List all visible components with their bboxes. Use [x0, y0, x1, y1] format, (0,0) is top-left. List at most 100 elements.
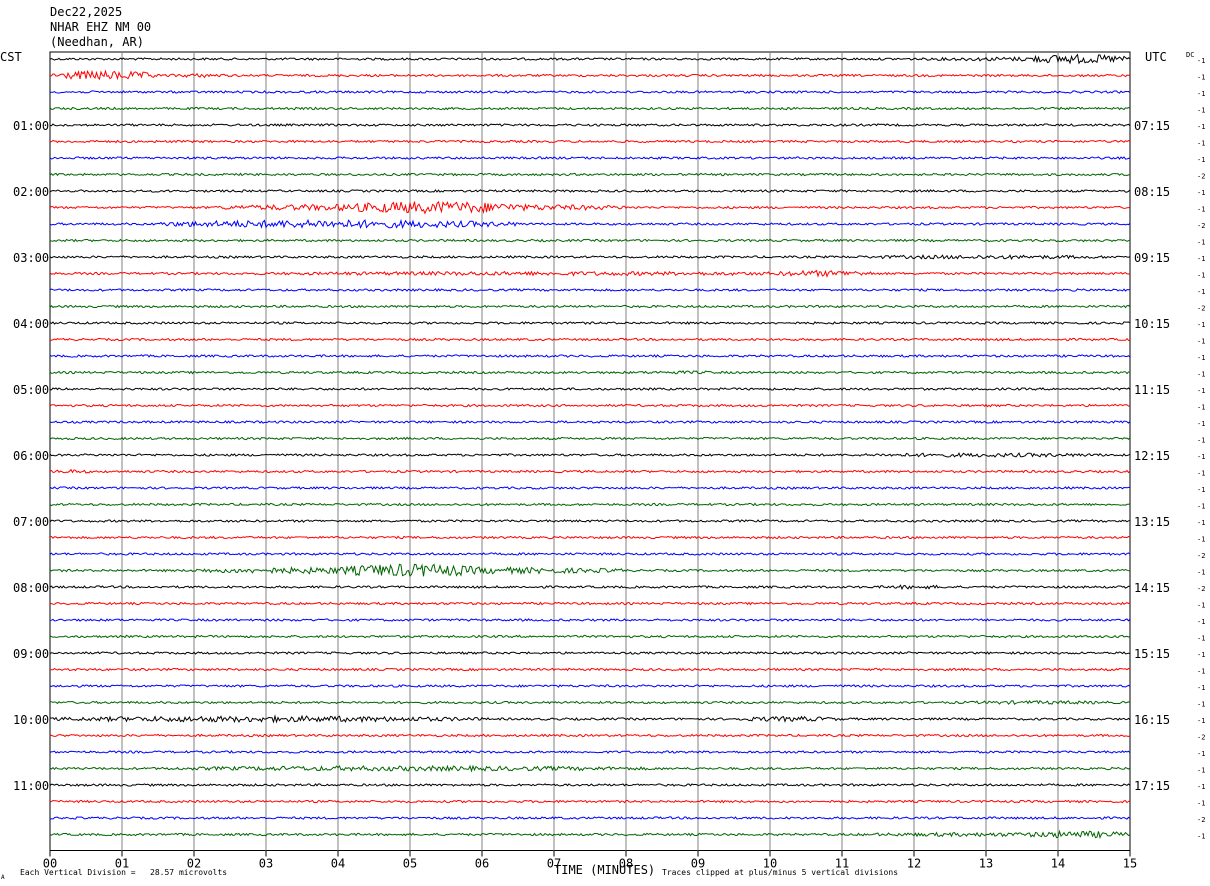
dc-offset-label: -1 [1197, 635, 1205, 643]
trace-row-35 [49, 634, 1131, 639]
trace-row-45 [49, 799, 1131, 804]
dc-offset-label: -1 [1197, 74, 1205, 82]
left-hour-label: 07:00 [13, 515, 49, 529]
dc-offset-label: -1 [1197, 123, 1205, 131]
trace-row-31 [49, 563, 1131, 578]
left-hour-label: 04:00 [13, 317, 49, 331]
x-tick-label: 06 [475, 857, 489, 871]
trace-row-13 [49, 269, 1131, 278]
corner-mark: A [1, 874, 5, 881]
right-hour-label: 12:15 [1134, 449, 1170, 463]
right-timezone-label: UTC [1145, 50, 1167, 64]
x-tick-label: 09 [691, 857, 705, 871]
right-hour-label: 09:15 [1134, 251, 1170, 265]
left-hour-label: 10:00 [13, 713, 49, 727]
trace-row-25 [49, 468, 1131, 474]
right-hour-label: 15:15 [1134, 647, 1170, 661]
right-hour-label: 13:15 [1134, 515, 1170, 529]
x-axis-title: TIME (MINUTES) [554, 863, 655, 877]
right-hour-label: 16:15 [1134, 713, 1170, 727]
dc-offset-label: -2 [1197, 552, 1205, 560]
dc-offset-label: -1 [1197, 684, 1205, 692]
x-tick-label: 13 [979, 857, 993, 871]
dc-offset-label: -1 [1197, 189, 1205, 197]
dc-offset-label: -1 [1197, 519, 1205, 527]
right-hour-label: 17:15 [1134, 779, 1170, 793]
right-hour-label: 10:15 [1134, 317, 1170, 331]
trace-layer [49, 53, 1131, 839]
x-tick-label: 14 [1051, 857, 1065, 871]
trace-row-43 [49, 764, 1131, 773]
dc-offset-label: -1 [1197, 717, 1205, 725]
label-layer: Dec22,2025 NHAR EHZ NM 00 (Needhan, AR) … [0, 5, 1205, 881]
trace-row-15 [49, 304, 1131, 309]
dc-offset-label: -1 [1197, 420, 1205, 428]
dc-offset-label: -1 [1197, 140, 1205, 148]
dc-offset-label: -1 [1197, 503, 1205, 511]
dc-offset-label: -1 [1197, 90, 1205, 98]
x-tick-label: 01 [115, 857, 129, 871]
trace-row-17 [49, 337, 1131, 342]
left-hour-label: 02:00 [13, 185, 49, 199]
dc-offset-label: -1 [1197, 239, 1205, 247]
left-hour-label: 03:00 [13, 251, 49, 265]
dc-offset-label: -1 [1197, 651, 1205, 659]
trace-row-20 [49, 387, 1131, 391]
left-hour-label: 09:00 [13, 647, 49, 661]
left-timezone-label: CST [0, 50, 22, 64]
dc-offset-label: -1 [1197, 107, 1205, 115]
x-tick-label: 00 [43, 857, 57, 871]
dc-offset-label: -1 [1197, 668, 1205, 676]
trace-row-9 [49, 200, 1131, 215]
trace-row-33 [49, 601, 1131, 606]
trace-row-6 [49, 156, 1131, 160]
trace-row-21 [49, 403, 1131, 408]
trace-row-1 [49, 69, 1131, 81]
dc-offset-label: -1 [1197, 321, 1205, 329]
trace-row-23 [49, 436, 1131, 441]
trace-row-42 [49, 750, 1131, 754]
trace-row-18 [49, 354, 1131, 358]
dc-offset-label: -1 [1197, 371, 1205, 379]
dc-offset-label: -1 [1197, 354, 1205, 362]
x-tick-label: 02 [187, 857, 201, 871]
trace-row-47 [49, 829, 1131, 839]
dc-offset-label: -1 [1197, 701, 1205, 709]
dc-offset-label: -1 [1197, 255, 1205, 263]
trace-row-26 [49, 486, 1131, 490]
trace-row-41 [49, 733, 1131, 738]
x-tick-label: 12 [907, 857, 921, 871]
x-tick-label: 08 [619, 857, 633, 871]
plot-frame [49, 51, 1131, 851]
x-tick-label: 03 [259, 857, 273, 871]
dc-offset-label: -1 [1197, 387, 1205, 395]
dc-offset-label: -2 [1197, 222, 1205, 230]
dc-offset-label: -1 [1197, 602, 1205, 610]
trace-row-40 [49, 714, 1131, 724]
dc-offset-label: -1 [1197, 536, 1205, 544]
right-hour-label: 11:15 [1134, 383, 1170, 397]
header-location: (Needhan, AR) [50, 35, 144, 49]
dc-offset-label: -1 [1197, 618, 1205, 626]
header-date: Dec22,2025 [50, 5, 122, 19]
trace-row-30 [49, 552, 1131, 556]
dc-offset-label: -1 [1197, 404, 1205, 412]
trace-row-29 [49, 535, 1131, 540]
dc-offset-label: -1 [1197, 453, 1205, 461]
trace-row-36 [49, 651, 1131, 655]
trace-row-34 [49, 618, 1131, 622]
trace-row-2 [49, 90, 1131, 94]
dc-offset-label: -1 [1197, 206, 1205, 214]
dc-offset-label: -1 [1197, 272, 1205, 280]
dc-offset-label: -1 [1197, 767, 1205, 775]
trace-row-19 [49, 370, 1130, 375]
trace-row-7 [49, 172, 1131, 177]
trace-row-0 [49, 53, 1131, 65]
dc-label: DC [1186, 51, 1194, 59]
x-tick-label: 04 [331, 857, 345, 871]
trace-row-22 [49, 420, 1131, 424]
dc-offset-label: -1 [1197, 288, 1205, 296]
trace-row-5 [49, 139, 1131, 144]
dc-offset-label: -2 [1197, 585, 1205, 593]
